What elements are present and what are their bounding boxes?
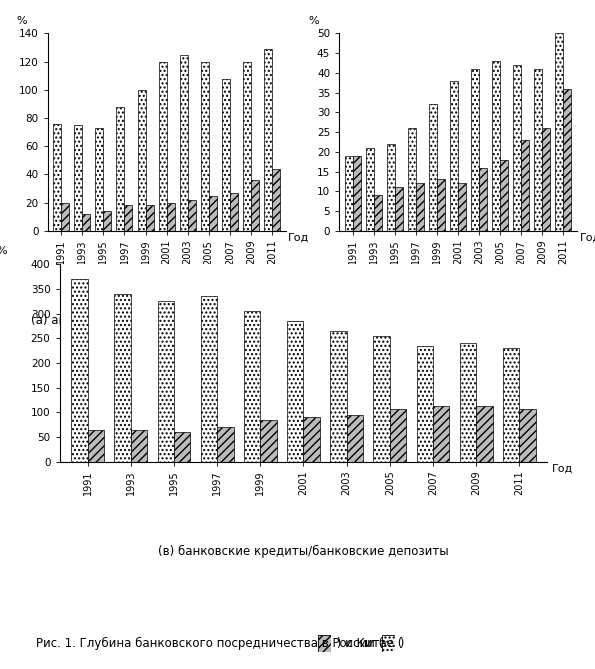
Bar: [450, 81, 458, 231]
Bar: [167, 203, 174, 231]
Bar: [124, 205, 133, 231]
Bar: [556, 33, 563, 231]
Bar: [137, 90, 146, 231]
Bar: [479, 168, 487, 231]
Bar: [54, 124, 61, 231]
Bar: [251, 180, 259, 231]
Bar: [416, 346, 433, 462]
Bar: [158, 301, 174, 462]
Bar: [131, 429, 147, 462]
Bar: [408, 128, 416, 231]
Bar: [159, 62, 167, 231]
Bar: [82, 214, 90, 231]
Text: %: %: [308, 15, 319, 25]
Bar: [500, 160, 508, 231]
Bar: [174, 432, 190, 462]
Bar: [201, 296, 217, 462]
Bar: [180, 55, 187, 231]
Bar: [330, 331, 347, 462]
Bar: [74, 125, 82, 231]
Bar: [492, 61, 500, 231]
Bar: [104, 211, 111, 231]
Text: Год: Год: [288, 233, 309, 243]
Text: ): ): [396, 637, 405, 650]
Bar: [374, 195, 382, 231]
Bar: [416, 183, 424, 231]
Bar: [437, 179, 445, 231]
Bar: [61, 203, 69, 231]
Bar: [264, 49, 272, 231]
Bar: [347, 415, 363, 462]
Bar: [243, 62, 251, 231]
Bar: [353, 156, 361, 231]
Bar: [503, 348, 519, 462]
Text: (а) активы депозитарных учреждений/ВВП: (а) активы депозитарных учреждений/ВВП: [32, 314, 302, 326]
Bar: [244, 311, 260, 462]
Bar: [387, 144, 395, 231]
Bar: [260, 419, 277, 462]
Bar: [521, 140, 530, 231]
Bar: [366, 148, 374, 231]
Bar: [476, 406, 493, 462]
Bar: [374, 336, 390, 462]
Bar: [71, 279, 87, 462]
Bar: [187, 200, 196, 231]
Text: %: %: [0, 246, 7, 256]
Bar: [209, 195, 217, 231]
Bar: [201, 62, 209, 231]
Text: Год: Год: [580, 233, 595, 243]
Bar: [433, 406, 449, 462]
Text: Год: Год: [552, 464, 574, 474]
Bar: [95, 128, 104, 231]
Bar: [390, 409, 406, 462]
Bar: [230, 193, 238, 231]
Bar: [87, 429, 104, 462]
Bar: [272, 169, 280, 231]
Bar: [471, 69, 479, 231]
Bar: [114, 294, 131, 462]
Bar: [513, 65, 521, 231]
Bar: [117, 107, 124, 231]
Bar: [217, 427, 233, 462]
Bar: [458, 183, 466, 231]
Bar: [303, 417, 320, 462]
Bar: [534, 69, 543, 231]
Bar: [395, 187, 403, 231]
Bar: [460, 343, 476, 462]
Bar: [563, 89, 571, 231]
Bar: [287, 321, 303, 462]
Bar: [222, 78, 230, 231]
Text: Рис. 1. Глубина банковского посредничества в России (: Рис. 1. Глубина банковского посредничест…: [36, 637, 387, 650]
Bar: [146, 205, 154, 231]
Bar: [429, 104, 437, 231]
Text: (б) банковские вклады/ВВП: (б) банковские вклады/ВВП: [372, 314, 544, 326]
Text: (в) банковские кредиты/банковские депозиты: (в) банковские кредиты/банковские депози…: [158, 545, 449, 557]
Text: %: %: [17, 15, 27, 25]
Bar: [543, 128, 550, 231]
Bar: [345, 156, 353, 231]
Text: ) и Китае (: ) и Китае (: [333, 637, 406, 650]
Bar: [519, 409, 536, 462]
